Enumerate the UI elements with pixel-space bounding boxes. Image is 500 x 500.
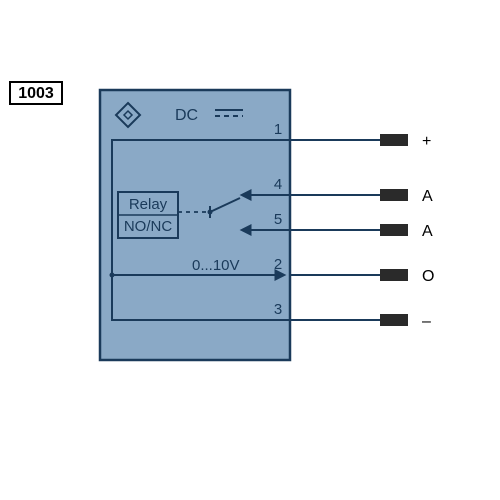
terminal-block <box>380 314 408 326</box>
terminal-number: 4 <box>274 176 282 193</box>
dc-label: DC <box>175 107 198 124</box>
switch-pivot <box>208 210 213 215</box>
terminal-symbol: – <box>422 313 431 330</box>
id-label: 1003 <box>18 85 54 102</box>
terminal-symbol: A <box>422 223 433 240</box>
terminal-symbol: A <box>422 188 433 205</box>
terminal-block <box>380 224 408 236</box>
terminal-symbol: O <box>422 268 434 285</box>
terminal-block <box>380 134 408 146</box>
terminal-number: 3 <box>274 301 282 318</box>
terminal-number: 5 <box>274 211 282 228</box>
terminal-block <box>380 189 408 201</box>
bus-junction <box>110 273 115 278</box>
terminal-block <box>380 269 408 281</box>
terminal-number: 1 <box>274 121 282 138</box>
relay-label: Relay <box>129 196 168 213</box>
analog-label: 0...10V <box>192 257 240 274</box>
contact-label: NO/NC <box>124 218 173 235</box>
terminal-symbol: + <box>422 133 431 150</box>
terminal-number: 2 <box>274 256 282 273</box>
